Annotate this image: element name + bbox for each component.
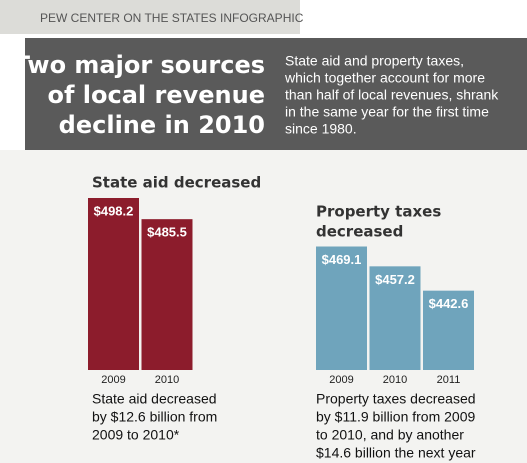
caption: $14.6 billion the next year	[316, 445, 476, 461]
x-tick-label: 2010	[155, 374, 179, 386]
header-title: of local revenue	[48, 81, 266, 109]
caption: State aid decreased	[92, 391, 217, 407]
chart-title: Property taxes	[316, 203, 441, 221]
x-tick-label: 2011	[437, 374, 461, 386]
header-subtitle: than half of local revenues, shrank	[285, 87, 499, 103]
header-title: Two major sources	[14, 51, 265, 79]
header-subtitle: in the same year for the first time	[285, 104, 489, 120]
chart-title: State aid decreased	[92, 174, 261, 192]
caption: by $12.6 billion from	[92, 409, 217, 425]
caption: 2009 to 2010*	[92, 427, 180, 443]
header-subtitle: State aid and property taxes,	[285, 53, 464, 69]
source-tab	[0, 0, 300, 34]
chart-title: decreased	[316, 223, 403, 241]
caption: Property taxes decreased	[316, 391, 476, 407]
value-label: $457.2	[375, 272, 415, 287]
header-subtitle: which together account for more	[284, 70, 485, 86]
value-label: $498.2	[94, 203, 134, 218]
source-label: PEW CENTER ON THE STATES INFOGRAPHIC	[40, 11, 304, 25]
bar	[141, 219, 193, 370]
x-tick-label: 2009	[101, 374, 125, 386]
header-title: decline in 2010	[59, 111, 265, 139]
value-label: $442.6	[429, 296, 469, 311]
bar	[316, 246, 367, 370]
bar	[423, 290, 474, 370]
header-box	[25, 38, 527, 150]
header-subtitle: since 1980.	[285, 121, 357, 137]
caption: to 2010, and by another	[316, 427, 464, 443]
x-tick-label: 2010	[383, 374, 407, 386]
caption: by $11.9 billion from 2009	[316, 409, 475, 425]
bar	[369, 266, 421, 370]
x-tick-label: 2009	[329, 374, 353, 386]
value-label: $469.1	[322, 252, 362, 267]
bar	[88, 198, 139, 370]
value-label: $485.5	[147, 225, 187, 240]
